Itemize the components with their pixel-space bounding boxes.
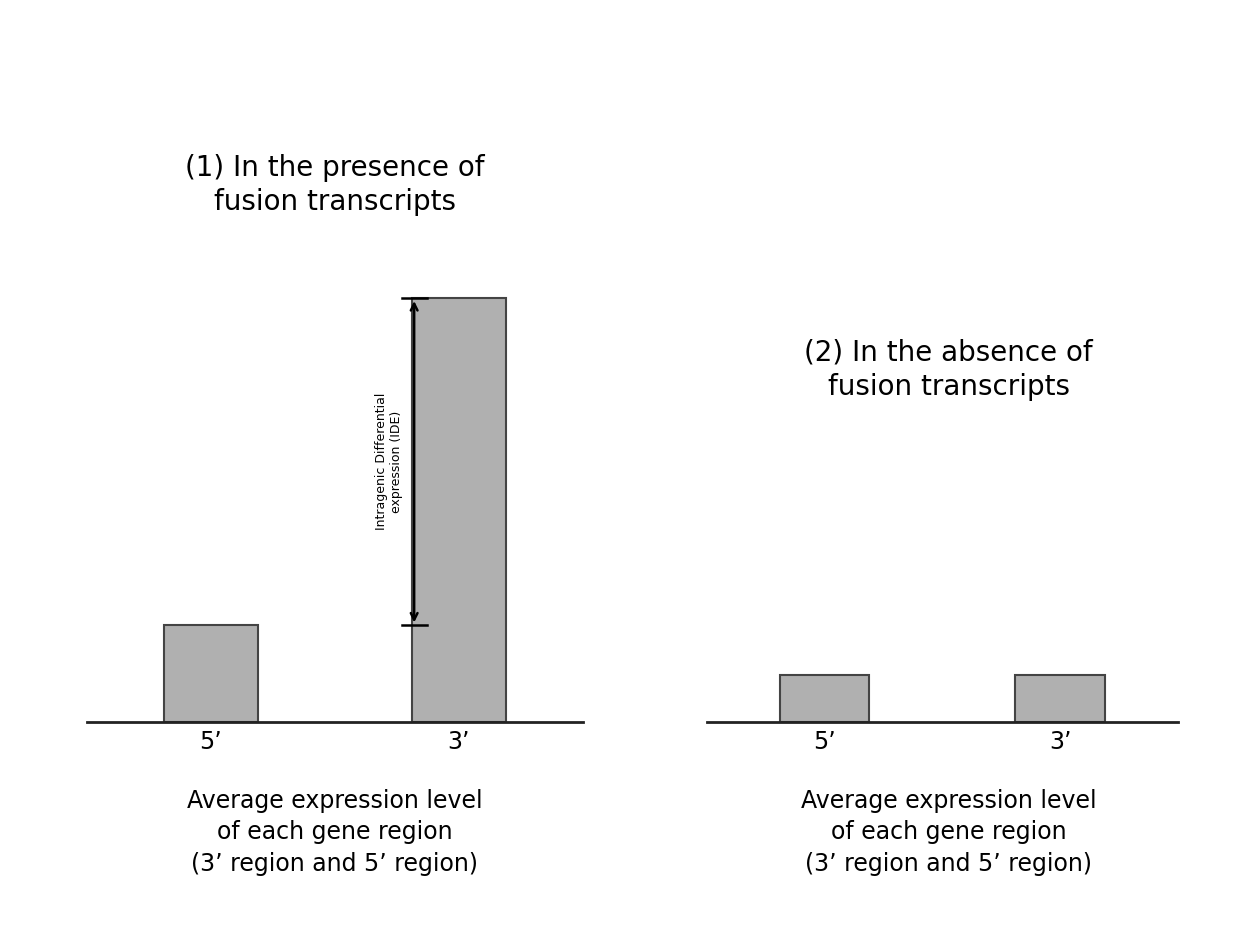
Text: (2) In the absence of
fusion transcripts: (2) In the absence of fusion transcripts <box>805 339 1092 401</box>
Bar <box>164 625 258 722</box>
Text: Intragenic Differential
expression (IDE): Intragenic Differential expression (IDE) <box>376 393 403 530</box>
Bar <box>780 675 869 722</box>
Text: Average expression level
of each gene region
(3’ region and 5’ region): Average expression level of each gene re… <box>187 789 482 876</box>
Bar <box>1016 675 1105 722</box>
Text: (1) In the presence of
fusion transcripts: (1) In the presence of fusion transcript… <box>185 154 485 216</box>
Bar <box>412 298 506 722</box>
Text: Average expression level
of each gene region
(3’ region and 5’ region): Average expression level of each gene re… <box>801 789 1096 876</box>
